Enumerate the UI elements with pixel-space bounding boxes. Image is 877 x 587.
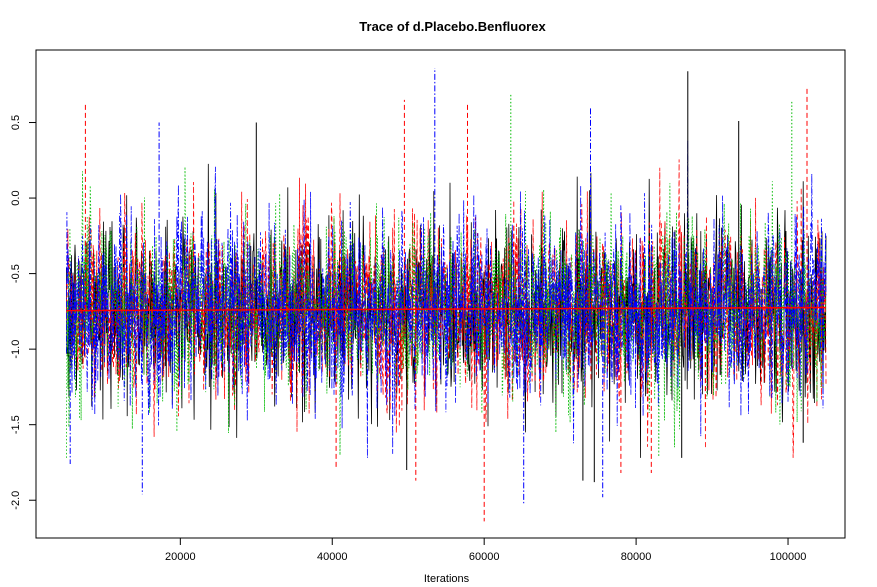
y-tick-label: -1.0 <box>10 340 22 359</box>
x-tick-label: 80000 <box>621 551 652 563</box>
chart-title: Trace of d.Placebo.Benfluorex <box>359 19 546 34</box>
x-tick-label: 40000 <box>317 551 348 563</box>
y-tick-label: -1.5 <box>10 415 22 434</box>
running-mean-line-group <box>66 306 827 312</box>
plot-frame <box>35 49 846 539</box>
trace-series-group <box>66 68 827 522</box>
y-tick-label: -0.5 <box>10 264 22 283</box>
x-axis-label: Iterations <box>424 573 470 585</box>
y-axis: -2.0 -1.5 -1.0 -0.5 0.0 0.5 <box>10 115 36 510</box>
y-tick-label: 0.5 <box>10 115 22 130</box>
y-tick-label: 0.0 <box>10 190 22 205</box>
x-axis: 20000 40000 60000 80000 100000 <box>165 538 806 563</box>
x-tick-label: 100000 <box>770 551 807 563</box>
x-tick-label: 60000 <box>469 551 500 563</box>
y-tick-label: -2.0 <box>10 491 22 510</box>
trace-series-4 <box>66 140 827 458</box>
x-tick-label: 20000 <box>165 551 196 563</box>
running-mean-line <box>66 306 827 312</box>
